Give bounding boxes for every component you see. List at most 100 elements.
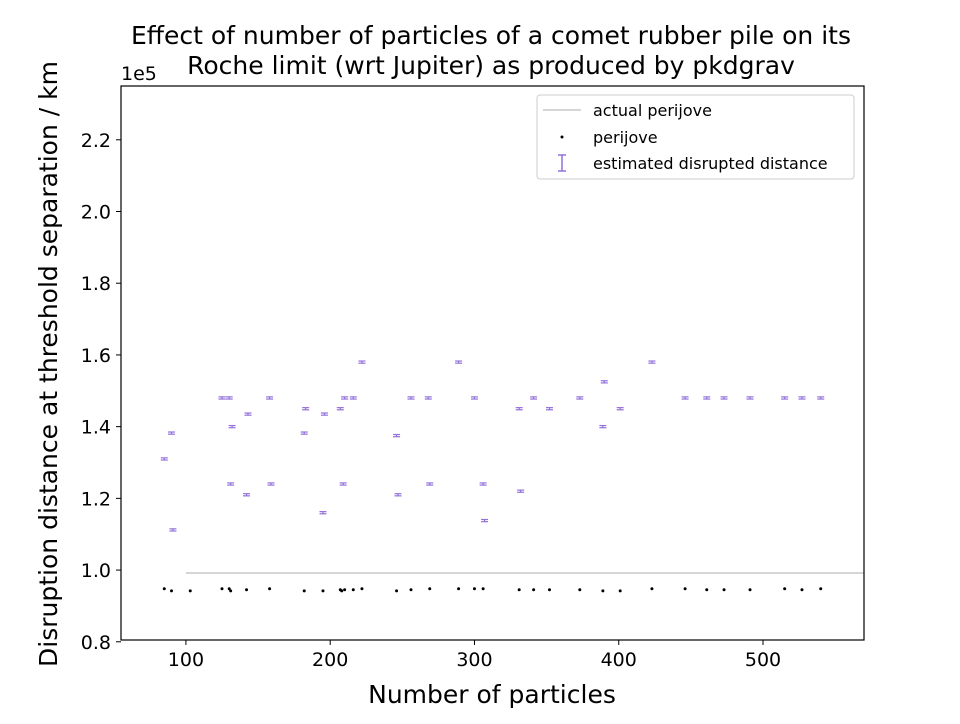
estimate-errorbar xyxy=(600,380,608,384)
axes: 100 200 300 400 500 0.8 1.0 1.2 1.4 1.6 1.8 2.0 2.2 xyxy=(81,85,865,671)
perijove-point xyxy=(650,587,654,591)
estimate-errorbar xyxy=(515,407,523,411)
estimate-errorbar xyxy=(244,412,252,416)
estimate-errorbar xyxy=(160,457,168,461)
estimate-errorbar xyxy=(426,482,434,486)
estimate-errorbar xyxy=(599,424,607,429)
estimate-errorbar xyxy=(798,396,806,400)
chart-title-line1: Effect of number of particles of a comet… xyxy=(131,21,851,50)
perijove-point xyxy=(722,588,726,592)
estimate-errorbar xyxy=(225,396,233,400)
perijove-point xyxy=(220,587,224,591)
estimate-errorbar xyxy=(227,482,235,486)
y-axis-label: Disruption distance at threshold separat… xyxy=(34,61,63,667)
y-tick-label: 1.4 xyxy=(81,417,111,439)
perijove-point xyxy=(268,587,272,591)
estimate-errorbar xyxy=(320,412,328,416)
legend-estimate-swatch xyxy=(558,154,566,172)
estimate-errorbar xyxy=(781,396,789,400)
perijove-point xyxy=(472,587,476,591)
perijove-point xyxy=(547,588,551,592)
estimate-errorbar xyxy=(358,360,366,364)
estimate-errorbar xyxy=(349,396,357,400)
perijove-point xyxy=(517,588,521,592)
x-tick-label: 100 xyxy=(168,649,204,671)
legend-perijove-swatch xyxy=(560,135,564,139)
estimate-errorbar xyxy=(336,407,344,411)
estimate-errorbar xyxy=(681,396,689,400)
y-scale-label: 1e5 xyxy=(121,63,157,85)
estimate-errorbar xyxy=(545,407,553,411)
perijove-point xyxy=(783,587,787,591)
perijove-point xyxy=(169,589,173,593)
estimate-errorbar xyxy=(341,396,349,400)
perijove-point xyxy=(457,587,461,591)
estimate-errorbar xyxy=(746,396,754,400)
perijove-point xyxy=(800,588,804,592)
chart-title-line2: Roche limit (wrt Jupiter) as produced by… xyxy=(187,51,795,80)
legend: actual perijove perijove estimated disru… xyxy=(536,94,855,180)
perijove-point xyxy=(188,589,192,593)
estimate-errorbar xyxy=(470,396,478,400)
legend-estimate-label: estimated disrupted distance xyxy=(593,154,828,173)
perijove-point xyxy=(532,588,536,592)
perijove-point xyxy=(360,587,364,591)
y-tick-label: 0.8 xyxy=(81,632,111,654)
perijove-point xyxy=(683,587,687,591)
perijove-point xyxy=(229,589,233,593)
estimate-errorbar xyxy=(302,407,310,411)
perijove-point xyxy=(343,588,347,592)
legend-perijove-label: perijove xyxy=(593,128,658,147)
x-tick-label: 200 xyxy=(312,649,348,671)
estimate-errorbar xyxy=(218,396,226,400)
estimate-errorbar xyxy=(517,489,525,493)
estimate-errorbar xyxy=(530,396,538,400)
estimate-errorbar xyxy=(339,482,347,486)
perijove-point xyxy=(302,589,306,593)
perijove-point xyxy=(340,589,344,593)
estimate-errorbar xyxy=(393,433,401,438)
estimate-errorbar xyxy=(703,396,711,400)
y-tick-label: 1.8 xyxy=(81,273,111,295)
perijove-point xyxy=(321,589,325,593)
estimate-errorbar xyxy=(616,407,624,411)
plot-area xyxy=(160,360,864,593)
x-tick-label: 500 xyxy=(745,649,781,671)
perijove-point xyxy=(618,589,622,593)
estimate-errorbar xyxy=(267,482,275,486)
perijove-point xyxy=(748,588,752,592)
x-tick-label: 300 xyxy=(456,649,492,671)
estimate-errorbar xyxy=(817,396,825,400)
estimate-errorbar xyxy=(319,511,327,515)
legend-box xyxy=(536,94,855,180)
estimate-errorbar xyxy=(169,528,177,532)
y-tick-label: 2.0 xyxy=(81,202,111,224)
perijove-point xyxy=(705,588,709,592)
estimate-errorbar xyxy=(266,396,274,400)
y-tick-label: 1.6 xyxy=(81,345,111,367)
estimate-errorbar xyxy=(720,396,728,400)
legend-actual-label: actual perijove xyxy=(593,101,712,120)
perijove-point xyxy=(601,589,605,593)
perijove-point xyxy=(428,587,432,591)
perijove-point xyxy=(395,589,399,593)
estimate-errorbar xyxy=(479,482,487,486)
estimate-errorbar xyxy=(407,396,415,400)
y-tick-label: 2.2 xyxy=(81,130,111,152)
estimate-errorbar xyxy=(648,360,656,364)
y-tick-label: 1.2 xyxy=(81,488,111,510)
estimate-errorbar xyxy=(394,493,402,497)
estimate-errorbar xyxy=(243,493,251,497)
estimate-errorbar xyxy=(424,396,432,400)
plot-frame xyxy=(120,85,865,641)
estimate-errorbar xyxy=(300,431,308,435)
perijove-point xyxy=(409,588,413,592)
x-axis-label: Number of particles xyxy=(368,680,616,709)
y-tick-label: 1.0 xyxy=(81,560,111,582)
perijove-point xyxy=(819,587,823,591)
x-tick-label: 400 xyxy=(601,649,637,671)
perijove-point xyxy=(162,587,166,591)
estimate-errorbar xyxy=(481,518,489,523)
